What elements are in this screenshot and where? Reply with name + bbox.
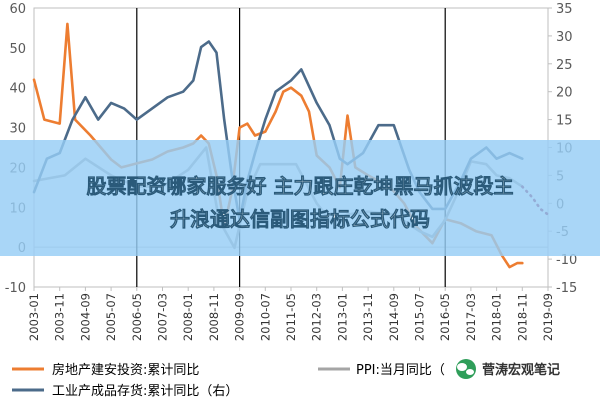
right-axis-tick-label: 20 [556, 86, 573, 101]
right-axis-tick-label: 35 [556, 2, 573, 17]
right-axis-tick-label: 30 [556, 30, 573, 45]
legend-label-construction: 房地产建安投资:累计同比 [52, 362, 199, 378]
right-axis-tick-label: -15 [556, 281, 577, 296]
x-axis-tick-label: 2004-09 [78, 293, 92, 341]
x-axis-tick-label: 2019-09 [541, 293, 555, 341]
x-axis-tick-label: 2007-03 [156, 293, 170, 341]
x-axis-tick-label: 2013-01 [335, 293, 349, 341]
right-axis-tick-label: 25 [556, 58, 573, 73]
x-axis-tick-label: 2017-03 [464, 293, 478, 341]
x-axis-tick-label: 2012-03 [310, 293, 324, 341]
legend-label-ppi: PPI:当月同比（ [356, 363, 445, 378]
x-axis-tick-label: 2005-07 [104, 293, 118, 341]
x-axis-tick-label: 2006-05 [130, 293, 144, 341]
banner-line-1: 股票配资哪家服务好 主力跟庄乾坤黑马抓波段主 [87, 174, 514, 198]
watermark: 菅涛宏观笔记 [456, 359, 560, 379]
left-axis-tick-label: 60 [9, 2, 26, 17]
chart-legend: 房地产建安投资:累计同比 PPI:当月同比（ 工业产成品存货:累计同比（右） [12, 362, 445, 399]
banner-line-2: 升浪通达信副图指标公式代码 [170, 207, 430, 231]
x-axis-tick-label: 2018-01 [490, 293, 504, 341]
x-axis-tick-label: 2011-05 [284, 293, 298, 341]
left-axis-tick-label: 40 [9, 82, 26, 97]
x-axis-tick-label: 2013-11 [361, 293, 375, 341]
right-axis-tick-label: -10 [556, 253, 577, 268]
x-axis-tick-label: 2008-11 [207, 293, 221, 341]
x-axis-tick-label: 2016-05 [438, 293, 452, 341]
x-axis-tick-label: 2009-09 [233, 293, 247, 341]
x-axis-tick-label: 2018-11 [515, 293, 529, 341]
left-axis-tick-label: 30 [9, 122, 26, 137]
x-axis-tick-label: 2008-01 [181, 293, 195, 341]
title-banner: 股票配资哪家服务好 主力跟庄乾坤黑马抓波段主 升浪通达信副图指标公式代码 [0, 140, 600, 256]
banner-background [0, 140, 600, 256]
left-axis-tick-label: 50 [9, 42, 26, 57]
legend-label-inventory: 工业产成品存货:累计同比（右） [52, 383, 238, 399]
right-axis-tick-label: 15 [556, 114, 573, 129]
wechat-bubble-small-icon [466, 369, 474, 375]
x-axis-tick-label: 2010-07 [258, 293, 272, 341]
x-axis-tick-label: 2003-01 [27, 293, 41, 341]
wechat-bubble-icon [457, 363, 467, 371]
watermark-label: 菅涛宏观笔记 [482, 362, 560, 378]
x-axis-tick-label: 2015-07 [413, 293, 427, 341]
x-axis-tick-label: 2003-11 [53, 293, 67, 341]
x-axis-tick-label: 2014-09 [387, 293, 401, 341]
left-axis-tick-label: -10 [5, 281, 26, 296]
